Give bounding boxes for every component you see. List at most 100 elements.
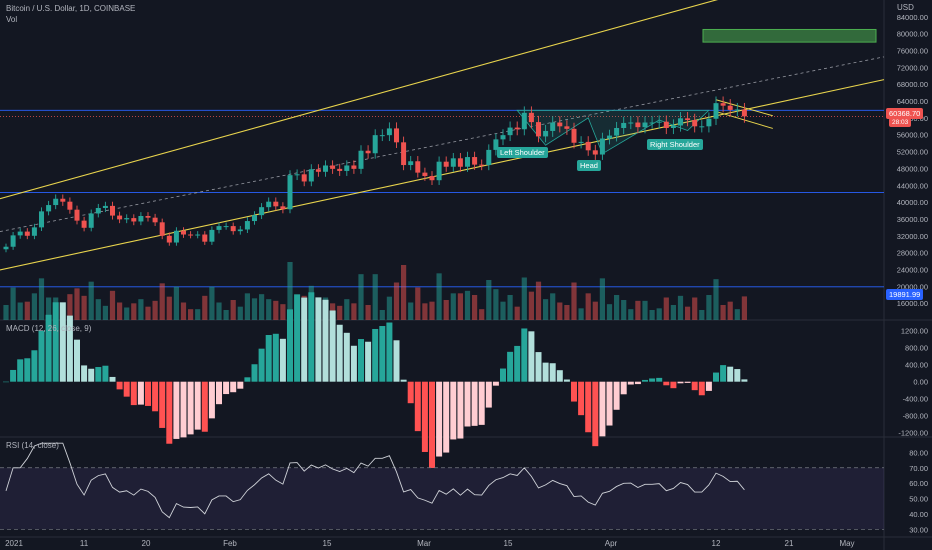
candle-body (734, 109, 740, 111)
macd-bar (720, 365, 727, 382)
volume-bar (727, 301, 733, 320)
macd-tick-label: -400.00 (903, 395, 928, 404)
volume-bar (38, 278, 45, 320)
macd-bar (563, 379, 570, 382)
candle-body (656, 121, 662, 123)
macd-bar (31, 350, 38, 382)
volume-bar (720, 305, 726, 320)
macd-bar (407, 381, 414, 404)
macd-bar (521, 328, 528, 382)
price-tick-label: 76000.00 (897, 47, 928, 56)
candle-body (720, 103, 726, 106)
candle-body (379, 135, 385, 137)
candle-body (592, 150, 598, 155)
volume-bar (550, 293, 556, 320)
candle-body (81, 220, 87, 228)
candle-body (372, 135, 378, 154)
volume-bar (138, 299, 144, 320)
volume-bar (195, 309, 201, 320)
time-tick-label: 15 (323, 539, 332, 548)
macd-label: MACD (12, 26, close, 9) (6, 324, 92, 333)
candle-body (528, 112, 534, 123)
volume-bar (486, 280, 492, 320)
macd-bar (294, 294, 301, 382)
volume-bar (535, 281, 542, 320)
volume-bar (578, 308, 584, 320)
volume-bar (500, 301, 506, 320)
candle-body (642, 122, 648, 128)
volume-bar (670, 305, 676, 320)
candle-body (39, 211, 44, 228)
macd-tick-label: -800.00 (903, 412, 928, 421)
macd-bar (649, 378, 656, 382)
volume-bar (10, 287, 16, 320)
candle-body (607, 135, 612, 139)
volume-bar (379, 310, 385, 320)
price-tick-label: 32000.00 (897, 232, 928, 241)
candle-body (692, 120, 698, 127)
macd-bar (549, 363, 556, 382)
volume-bar (543, 299, 549, 320)
candle-body (479, 164, 485, 166)
candle-body (138, 216, 144, 222)
volume-bar (351, 303, 357, 320)
candle-body (635, 122, 641, 128)
volume-bar (209, 286, 215, 320)
volume-bar (337, 305, 343, 320)
volume-bar (642, 300, 648, 320)
rsi-tick-label: 50.00 (909, 495, 928, 504)
volume-bar (152, 300, 158, 320)
candle-body (31, 227, 37, 236)
candle-body (685, 118, 691, 120)
volume-bar (464, 290, 471, 320)
macd-bar (180, 381, 187, 438)
macd-bar (698, 381, 705, 396)
price-tick-label: 24000.00 (897, 265, 928, 274)
macd-bar (102, 365, 109, 382)
candle-body (110, 205, 115, 216)
macd-bar (230, 381, 237, 393)
candle-body (358, 150, 364, 169)
candle-body (678, 118, 683, 126)
volume-bar (621, 300, 627, 320)
macd-tick-label: 1200.00 (901, 327, 928, 336)
candle-body (330, 165, 336, 169)
candle-body (472, 157, 478, 165)
time-tick-label: 20 (142, 539, 151, 548)
candle-body (344, 165, 350, 171)
candle-body (450, 158, 456, 167)
macd-bar (514, 345, 521, 382)
volume-bar (429, 301, 435, 320)
macd-bar (109, 376, 116, 382)
macd-bar (656, 377, 663, 382)
macd-bar (734, 369, 741, 382)
candle-body (521, 112, 527, 130)
macd-bar (258, 348, 265, 382)
macd-bar (159, 381, 166, 428)
candle-body (550, 122, 556, 131)
macd-bar (634, 381, 641, 385)
price-tick-label: 56000.00 (897, 131, 928, 140)
head-and-shoulders-pattern (516, 109, 710, 155)
macd-bar (137, 381, 144, 405)
candle-body (443, 161, 449, 167)
target-zone-box (702, 28, 877, 43)
macd-tick-label: 0.00 (913, 378, 928, 387)
macd-bar (216, 381, 222, 405)
volume-bar (599, 278, 605, 320)
macd-bar (620, 381, 627, 395)
candle-body (195, 234, 201, 236)
macd-bar (308, 292, 315, 382)
rsi-tick-label: 80.00 (909, 448, 928, 457)
macd-histogram (3, 292, 748, 469)
candle-body (237, 229, 243, 232)
candle-body (649, 122, 655, 124)
macd-bar (642, 379, 648, 382)
candle-body (308, 169, 314, 182)
time-tick-label: 21 (785, 539, 794, 548)
rsi-label: RSI (14, close) (6, 441, 59, 450)
macd-bar (713, 372, 719, 382)
candle-body (223, 226, 229, 228)
